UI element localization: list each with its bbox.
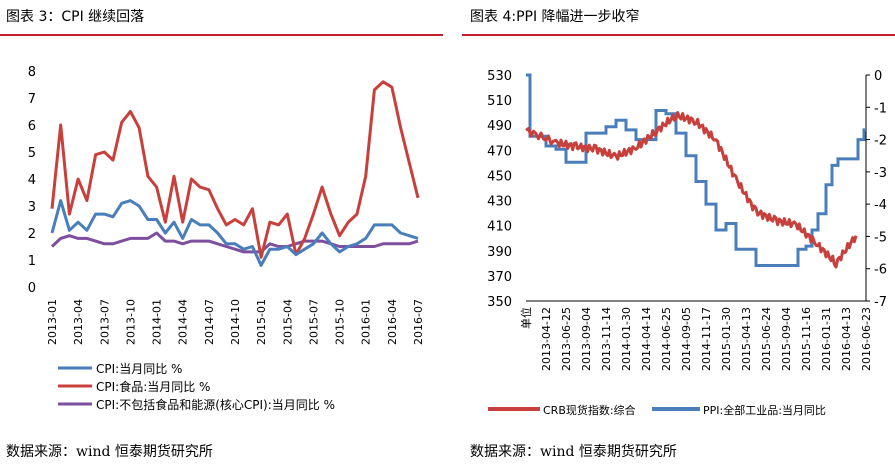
legend-label-2: CPI:不包括食品和能源(核心CPI):当月同比 %: [96, 397, 335, 412]
left-y-tick-label: 410: [487, 220, 512, 235]
x-tick-label: 2015-06-24: [760, 307, 773, 371]
right-y-tick-label: -7: [874, 295, 887, 310]
left-y-tick-label: 370: [487, 270, 512, 285]
y-tick-label: 4: [28, 173, 36, 188]
x-tick-label: 2016-07: [412, 299, 425, 345]
left-y-tick-label: 530: [487, 69, 512, 84]
x-tick-label: 2015-07: [307, 299, 320, 345]
x-tick-label: 2013-04-12: [540, 307, 553, 371]
y-tick-label: 5: [28, 146, 36, 161]
right-y-tick-label: -4: [874, 198, 887, 213]
right-y-tick-label: -5: [874, 230, 887, 245]
series-line-1: [50, 80, 420, 259]
y-tick-label: 6: [28, 119, 36, 134]
right-y-tick-label: -6: [874, 263, 887, 278]
x-tick-label: 2016-06-23: [860, 307, 873, 371]
x-tick-label: 2013-11-14: [600, 307, 613, 371]
left-source-note: 数据来源：wind 恒泰期货研究所: [6, 444, 213, 460]
left-y-tick-label: 350: [487, 295, 512, 310]
x-tick-label: 2016-01-31: [820, 307, 833, 371]
y-tick-label: 1: [28, 254, 36, 269]
x-tick-label: 2014-06-25: [660, 307, 673, 371]
x-tick-label: 2013-09-04: [580, 307, 593, 371]
x-tick-label: 2014-07: [203, 299, 216, 345]
x-tick-label: 2013-06-25: [560, 307, 573, 371]
x-tick-label: 2014-11-17: [700, 307, 713, 371]
x-tick-label: 2016-01: [360, 299, 373, 345]
right-source-note: 数据来源：wind 恒泰期货研究所: [470, 444, 677, 460]
legend-label-ppi: PPI:全部工业品:当月同比: [703, 403, 826, 417]
y-tick-label: 8: [28, 65, 36, 80]
x-tick-label: 2014-01-30: [620, 307, 633, 371]
right-y-tick-label: 0: [874, 69, 882, 84]
x-tick-label: 2016-04-13: [840, 307, 853, 371]
left-y-tick-label: 510: [487, 94, 512, 109]
series-line-2: [50, 231, 419, 254]
right-y-tick-label: -3: [874, 166, 887, 181]
series-line-0: [50, 199, 419, 267]
right-chart-title: 图表 4:PPI 降幅进一步收窄: [470, 9, 640, 25]
right-y-tick-label: -2: [874, 134, 887, 149]
y-tick-label: 2: [28, 227, 36, 242]
x-tick-label: 2013-01: [46, 299, 59, 345]
left-y-tick-label: 450: [487, 169, 512, 184]
right-title-rule: [462, 34, 895, 36]
x-tick-label: 2016-04: [386, 299, 399, 345]
left-y-tick-label: 390: [487, 245, 512, 260]
x-tick-label: 2014-01: [151, 299, 164, 345]
x-tick-label: 单位: [519, 307, 533, 329]
legend-label-0: CPI:当月同比 %: [96, 362, 182, 376]
y-tick-label: 3: [28, 200, 36, 215]
x-tick-label: 2013-04: [72, 299, 85, 345]
x-tick-label: 2015-04: [281, 299, 294, 345]
left-title-rule: [0, 34, 443, 36]
x-tick-label: 2013-10: [124, 299, 137, 345]
ppi-series-line: [526, 73, 866, 267]
y-tick-label: 0: [28, 281, 36, 296]
left-y-tick-label: 470: [487, 144, 512, 159]
x-tick-label: 2015-09-04: [780, 307, 793, 371]
x-tick-label: 2015-01-30: [720, 307, 733, 371]
legend-label-crb: CRB现货指数:综合: [543, 403, 636, 417]
y-tick-label: 7: [28, 92, 36, 107]
x-tick-label: 2014-04: [177, 299, 190, 345]
ppi-chart: 350 370 390 410 430 450 470 490 510 530 -7 -6 -5 -4 -3…: [487, 69, 887, 417]
crb-series-line: [525, 111, 858, 269]
x-tick-label: 2014-04-14: [640, 307, 653, 371]
cpi-chart: 0 1 2 3 4 5 6 7 8 2013-01 2013-04 2013-07 2013-10 201…: [28, 65, 425, 412]
legend-label-1: CPI:食品:当月同比 %: [96, 379, 210, 394]
left-y-tick-label: 490: [487, 119, 512, 134]
x-tick-label: 2014-09-05: [680, 307, 693, 371]
x-tick-label: 2015-11-16: [800, 307, 813, 371]
x-tick-label: 2015-10: [334, 299, 347, 345]
x-tick-label: 2013-07: [98, 299, 111, 345]
left-y-tick-label: 430: [487, 195, 512, 210]
x-tick-label: 2014-10: [229, 299, 242, 345]
x-tick-label: 2015-04-13: [740, 307, 753, 371]
right-y-tick-label: -1: [874, 101, 887, 116]
x-tick-label: 2015-01: [255, 299, 268, 345]
left-chart-title: 图表 3：CPI 继续回落: [6, 9, 145, 25]
